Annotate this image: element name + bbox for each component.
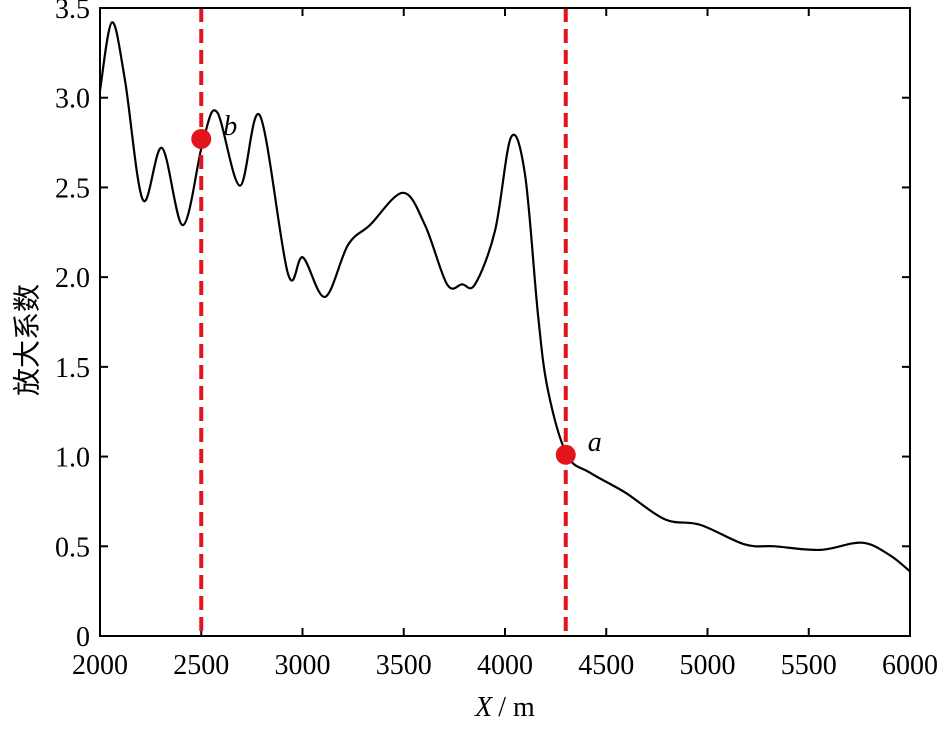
- y-tick-label: 0: [76, 622, 90, 653]
- marker-point: [191, 128, 212, 149]
- x-tick-label: 5000: [680, 650, 736, 681]
- y-tick-label: 2.5: [55, 173, 90, 204]
- data-line: [98, 21, 911, 573]
- x-tick-label: 4000: [477, 650, 533, 681]
- x-tick-label: 2000: [72, 650, 128, 681]
- marker-label: b: [223, 111, 237, 142]
- y-tick-label: 3.5: [55, 0, 90, 25]
- y-tick-label: 3.0: [55, 84, 90, 115]
- x-tick-label: 6000: [882, 650, 938, 681]
- y-tick-label: 1.5: [55, 353, 90, 384]
- x-tick-label: 4500: [578, 650, 634, 681]
- x-tick-label: 3500: [376, 650, 432, 681]
- plot-frame: [99, 7, 911, 637]
- x-axis-label: X / m: [474, 692, 535, 723]
- x-axis-unit: / m: [498, 692, 535, 723]
- y-tick-label: 1.0: [55, 443, 90, 474]
- x-tick-label: 5500: [781, 650, 837, 681]
- x-axis-symbol: X: [474, 692, 493, 723]
- marker-label: a: [588, 427, 602, 458]
- y-tick-label: 0.5: [55, 532, 90, 563]
- y-axis-label: 放大系数: [11, 284, 43, 396]
- marker-point: [555, 444, 576, 465]
- x-tick-label: 2500: [173, 650, 229, 681]
- x-tick-label: 3000: [275, 650, 331, 681]
- y-tick-label: 2.0: [55, 263, 90, 294]
